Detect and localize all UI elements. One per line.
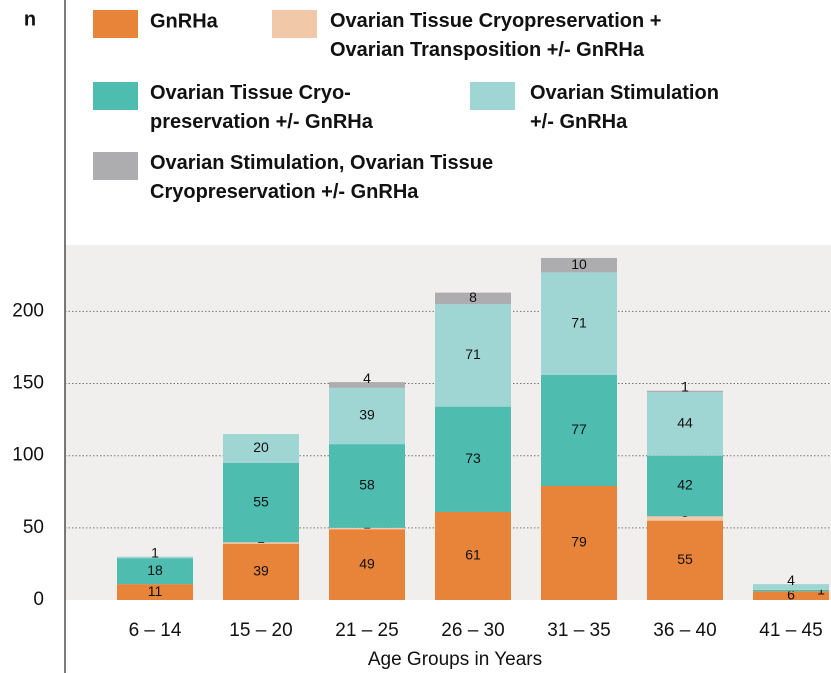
x-tick-label: 15 – 20: [229, 620, 292, 641]
legend-swatch: [470, 82, 515, 110]
bar-segment: [541, 485, 617, 600]
bar-segment: [329, 527, 405, 530]
data-label: 10: [571, 256, 587, 272]
bar-segment: [329, 529, 405, 600]
bar-segment: [647, 392, 723, 456]
data-label: 8: [469, 289, 477, 305]
data-label: 4: [787, 572, 795, 588]
legend-swatch: [93, 10, 138, 38]
data-label: 79: [571, 534, 587, 550]
legend-label: Ovarian Tissue Cryopreservation + Ovarian…: [330, 10, 661, 61]
bar-segment: [223, 543, 299, 600]
legend-swatch: [93, 152, 138, 180]
data-label: 6: [787, 586, 795, 602]
data-label: 18: [147, 562, 163, 578]
bar-segment: [435, 292, 511, 305]
bar-segment: [117, 558, 193, 585]
data-label: 73: [465, 450, 481, 466]
bar-segment: [647, 520, 723, 600]
data-label: 55: [253, 493, 269, 509]
data-label: 20: [253, 439, 269, 455]
bar-segment: [541, 257, 617, 273]
y-tick-label: 150: [12, 373, 44, 394]
data-label: 1: [681, 378, 689, 394]
data-label: 55: [677, 551, 693, 567]
x-tick-label: 26 – 30: [441, 620, 504, 641]
y-tick-label: 50: [23, 517, 44, 538]
legend-label: GnRHa: [150, 10, 219, 32]
data-label: 4: [363, 370, 371, 386]
bar-segment: [753, 584, 829, 590]
data-label: 71: [465, 346, 481, 362]
bar-segment: [117, 556, 193, 559]
bar-segment: [541, 272, 617, 375]
data-label: 39: [253, 563, 269, 579]
bar-segment: [541, 374, 617, 486]
bar-segment: [223, 462, 299, 543]
data-label: 58: [359, 477, 375, 493]
bar-segment: [223, 434, 299, 463]
bar-segment: [435, 406, 511, 512]
x-tick-label: 31 – 35: [547, 620, 610, 641]
bar-segment: [329, 387, 405, 445]
bar-segment: [435, 304, 511, 407]
data-label: 61: [465, 547, 481, 563]
y-tick-label: 100: [12, 445, 44, 466]
x-tick-label: 41 – 45: [759, 620, 822, 641]
y-tick-label: 200: [12, 300, 44, 321]
bar-segment: [753, 591, 829, 600]
data-label: 1: [151, 544, 159, 560]
legend-swatch: [272, 10, 317, 38]
legend-swatch: [93, 82, 138, 110]
legend-label: Ovarian Tissue Cryo-preservation +/- GnR…: [150, 82, 374, 133]
x-axis-title: Age Groups in Years: [368, 649, 542, 670]
bar-segment: [647, 516, 723, 521]
data-label: 49: [359, 555, 375, 571]
bar-segment: [223, 542, 299, 544]
data-label: 42: [677, 477, 693, 493]
bar-segment: [753, 589, 829, 592]
legend-label: Ovarian Stimulation, Ovarian Tissue Cryop…: [150, 152, 493, 203]
data-label: 71: [571, 314, 587, 330]
x-tick-label: 6 – 14: [129, 620, 182, 641]
bar-segment: [329, 444, 405, 528]
y-axis-title: n: [24, 8, 36, 30]
legend-label: Ovarian Stimulation +/- GnRHa: [530, 82, 719, 133]
y-tick-label: 0: [33, 589, 44, 610]
bar-segment: [117, 584, 193, 600]
x-tick-label: 36 – 40: [653, 620, 716, 641]
bar-segment: [435, 511, 511, 600]
data-label: 44: [677, 415, 693, 431]
bar-segment: [647, 455, 723, 517]
bar-segment: [647, 390, 723, 393]
data-label: 39: [359, 407, 375, 423]
x-tick-label: 21 – 25: [335, 620, 398, 641]
data-label: 77: [571, 421, 587, 437]
bar-segment: [329, 382, 405, 388]
data-label: 11: [148, 583, 163, 599]
